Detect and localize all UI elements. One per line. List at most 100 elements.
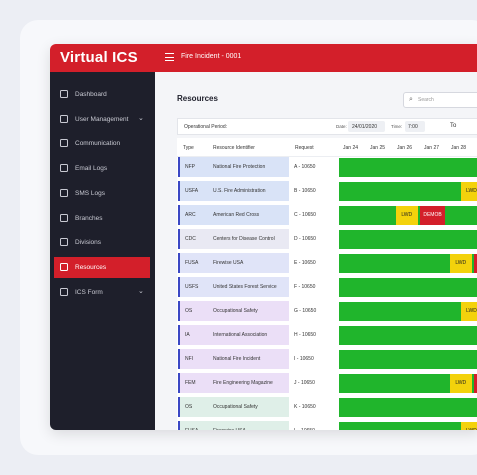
gantt-bar[interactable]	[339, 302, 477, 321]
request-text: K - 10650	[294, 404, 316, 410]
type-cell: USFA	[178, 181, 208, 201]
demob-marker[interactable]: DEMOB	[420, 206, 445, 225]
end-marker[interactable]	[474, 374, 477, 393]
date-field[interactable]: 24/01/2020	[348, 121, 385, 132]
table-row[interactable]: USFS United States Forest Service F - 1065…	[177, 276, 477, 300]
sidebar-item-ics-form[interactable]: ICS Form ⌄	[54, 282, 150, 303]
operational-period-label: Operational Period:	[184, 124, 228, 130]
lwd-marker[interactable]: LWD	[460, 182, 477, 201]
sidebar-item-dashboard[interactable]: Dashboard	[54, 84, 150, 105]
request-text: B - 10650	[294, 188, 316, 194]
identifier-text: Fire Engineering Magazine	[213, 380, 273, 386]
sidebar-item-user-management[interactable]: User Management ⌄	[54, 109, 150, 130]
gantt-bar[interactable]	[339, 254, 477, 273]
request-cell: B - 10650	[289, 181, 338, 201]
identifier-text: National Fire Incident	[213, 356, 261, 362]
header-date: Jan 26	[397, 145, 413, 151]
type-cell: OS	[178, 397, 208, 417]
request-cell: F - 10650	[289, 277, 338, 297]
table-row[interactable]: OS Occupational Safety K - 10650	[177, 396, 477, 420]
time-field[interactable]: 7:00	[405, 121, 425, 132]
sidebar-item-resources[interactable]: Resources	[54, 257, 150, 278]
search-input[interactable]: ⌕ Search	[403, 92, 477, 108]
gantt-bar[interactable]	[339, 230, 477, 249]
gantt-bar[interactable]	[339, 374, 477, 393]
resources-icon	[60, 263, 68, 271]
type-cell: CDC	[178, 229, 208, 249]
sidebar-item-branches[interactable]: Branches	[54, 208, 150, 229]
sidebar-item-divisions[interactable]: Divisions	[54, 232, 150, 253]
identifier-cell: Fire Engineering Magazine	[208, 373, 289, 393]
lwd-marker[interactable]: LWD	[449, 254, 472, 273]
lwd-marker[interactable]: LWD	[460, 302, 477, 321]
gantt-bar[interactable]	[339, 158, 477, 177]
users-icon	[60, 115, 68, 123]
gantt-bar[interactable]	[339, 350, 477, 369]
identifier-cell: Centers for Disease Control	[208, 229, 289, 249]
type-cell: NFI	[178, 349, 208, 369]
table-row[interactable]: NFI National Fire Incident I - 10650	[177, 348, 477, 372]
request-text: H - 10650	[294, 332, 316, 338]
request-cell: H - 10650	[289, 325, 338, 345]
gantt-bar[interactable]	[339, 278, 477, 297]
type-text: OS	[185, 404, 193, 410]
request-cell: C - 10650	[289, 205, 338, 225]
sidebar-item-email-logs[interactable]: Email Logs	[54, 158, 150, 179]
sidebar: Dashboard User Management ⌄ Communication Em…	[50, 72, 155, 430]
sidebar-item-sms-logs[interactable]: SMS Logs	[54, 183, 150, 204]
gantt-bar[interactable]	[339, 422, 477, 430]
table-row[interactable]: USFA U.S. Fire Administration B - 10650 LWD	[177, 180, 477, 204]
request-text: J - 10650	[294, 380, 315, 386]
table-row[interactable]: FUSA Fireswise USA L - 10650 LWD	[177, 420, 477, 430]
type-text: CDC	[185, 236, 196, 242]
table-row[interactable]: OS Occupational Safety G - 10650 LWD	[177, 300, 477, 324]
sidebar-item-communication[interactable]: Communication	[54, 133, 150, 154]
type-text: NFI	[185, 356, 194, 362]
lwd-marker[interactable]: LWD	[395, 206, 418, 225]
table-row[interactable]: IA International Association H - 10650	[177, 324, 477, 348]
request-cell: E - 10650	[289, 253, 338, 273]
lwd-marker[interactable]: LWD	[449, 374, 472, 393]
identifier-cell: Fireswise USA	[208, 421, 289, 430]
chevron-down-icon: ⌄	[138, 115, 144, 122]
type-cell: NFP	[178, 157, 208, 177]
divisions-icon	[60, 238, 68, 246]
menu-icon[interactable]	[165, 53, 174, 61]
request-cell: D - 10650	[289, 229, 338, 249]
identifier-cell: National Fire Incident	[208, 349, 289, 369]
type-text: USFA	[185, 188, 199, 194]
table-row[interactable]: FEM Fire Engineering Magazine J - 10650 LWD	[177, 372, 477, 396]
request-cell: A - 10650	[289, 157, 338, 177]
gantt-bar[interactable]	[339, 398, 477, 417]
sidebar-item-label: Resources	[75, 264, 107, 271]
identifier-text: Occupational Safety	[213, 404, 258, 410]
request-text: E - 10650	[294, 260, 316, 266]
type-text: ARC	[185, 212, 196, 218]
table-row[interactable]: FUSA Firewise USA E - 10650 LWD	[177, 252, 477, 276]
request-cell: G - 10650	[289, 301, 338, 321]
identifier-text: Fireswise USA	[213, 428, 246, 430]
header-date: Jan 24	[343, 145, 359, 151]
sidebar-item-label: User Management	[75, 116, 129, 123]
lwd-marker[interactable]: LWD	[460, 422, 477, 430]
identifier-text: American Red Cross	[213, 212, 260, 218]
header-identifier: Resource Identifier	[213, 145, 255, 151]
gantt-bar[interactable]	[339, 326, 477, 345]
table-row[interactable]: NFP National Fire Protection A - 10650	[177, 156, 477, 180]
request-text: L - 10650	[294, 428, 315, 430]
end-marker[interactable]	[474, 254, 477, 273]
request-text: C - 10650	[294, 212, 316, 218]
identifier-cell: American Red Cross	[208, 205, 289, 225]
type-cell: FUSA	[178, 253, 208, 273]
type-text: IA	[185, 332, 190, 338]
table-row[interactable]: CDC Centers for Disease Control D - 10650	[177, 228, 477, 252]
type-cell: OS	[178, 301, 208, 321]
search-placeholder: Search	[418, 97, 434, 103]
sidebar-item-label: Email Logs	[75, 165, 108, 172]
gantt-bar[interactable]	[339, 182, 477, 201]
page-title: Resources	[177, 94, 218, 103]
email-icon	[60, 164, 68, 172]
request-text: D - 10650	[294, 236, 316, 242]
main-content: Resources ⌕ Search Operational Period: D…	[155, 72, 477, 430]
table-row[interactable]: ARC American Red Cross C - 10650 LWD DEMOB	[177, 204, 477, 228]
